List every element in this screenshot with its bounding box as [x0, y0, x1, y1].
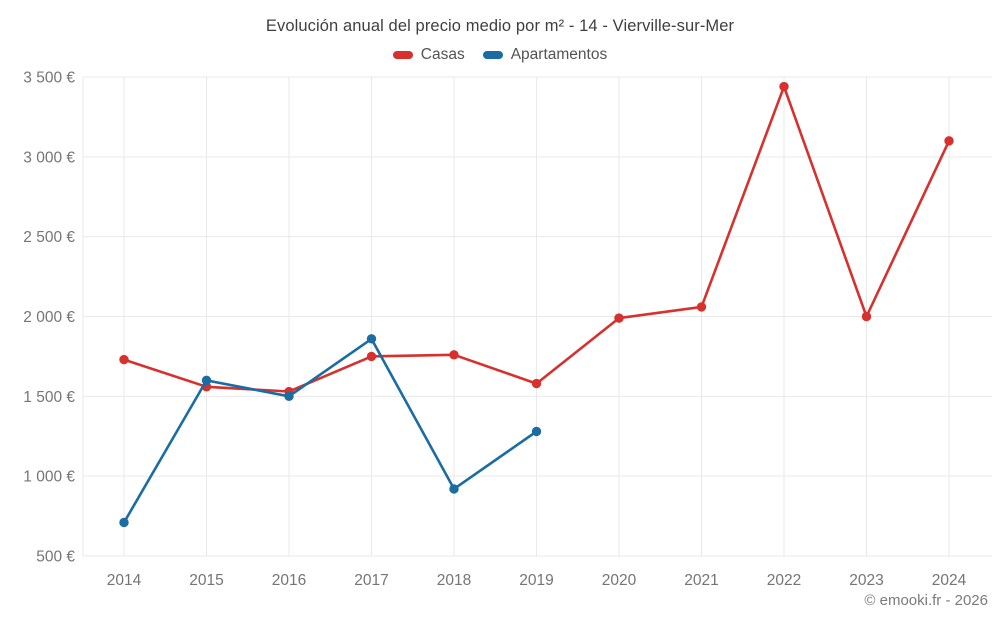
y-tick-label: 1 500 €: [23, 389, 75, 406]
y-tick-label: 2 000 €: [23, 309, 75, 326]
data-point-casas-2021[interactable]: [696, 302, 707, 312]
y-tick-label: 2 500 €: [23, 229, 75, 246]
x-tick-label: 2019: [519, 572, 553, 589]
x-tick-label: 2017: [354, 572, 388, 589]
legend-label-casas: Casas: [420, 46, 465, 63]
data-point-casas-2023[interactable]: [861, 311, 872, 322]
data-point-apartamentos-2018[interactable]: [449, 484, 459, 494]
data-point-apartamentos-2019[interactable]: [531, 426, 542, 437]
legend-label-apartamentos: Apartamentos: [510, 46, 608, 63]
legend-swatch-casas-icon: [392, 51, 413, 59]
series-line-apartamentos: [122, 337, 538, 524]
chart-legend: Casas Apartamentos: [0, 46, 1000, 64]
legend-item-casas[interactable]: Casas: [392, 46, 465, 64]
x-tick-label: 2022: [767, 572, 801, 589]
copyright-text: © emooki.fr - 2026: [864, 592, 988, 609]
y-tick-label: 3 000 €: [23, 149, 75, 166]
y-tick-label: 3 500 €: [23, 70, 75, 87]
data-point-apartamentos-2016[interactable]: [284, 391, 294, 402]
x-tick-label: 2016: [272, 572, 306, 589]
data-point-casas-2022[interactable]: [779, 81, 789, 92]
data-point-apartamentos-2017[interactable]: [366, 334, 377, 344]
data-point-casas-2018[interactable]: [449, 350, 459, 360]
x-tick-label: 2024: [932, 572, 967, 589]
x-tick-label: 2020: [602, 572, 637, 589]
y-tick-label: 500 €: [36, 549, 75, 566]
legend-swatch-apartamentos-icon: [482, 51, 503, 59]
data-point-casas-2017[interactable]: [366, 351, 377, 362]
data-point-apartamentos-2014[interactable]: [119, 517, 129, 528]
data-point-casas-2024[interactable]: [944, 136, 954, 146]
data-point-apartamentos-2015[interactable]: [201, 375, 212, 386]
data-point-casas-2014[interactable]: [119, 354, 129, 365]
chart-title: Evolución anual del precio medio por m² …: [265, 17, 735, 35]
x-tick-label: 2023: [849, 572, 883, 589]
data-point-casas-2019[interactable]: [531, 378, 542, 389]
y-tick-label: 1 000 €: [23, 469, 75, 486]
x-tick-label: 2021: [684, 572, 718, 589]
x-tick-label: 2018: [437, 572, 471, 589]
data-point-casas-2020[interactable]: [614, 313, 624, 323]
x-tick-label: 2015: [189, 572, 223, 589]
legend-item-apartamentos[interactable]: Apartamentos: [482, 46, 608, 64]
x-tick-label: 2014: [107, 572, 142, 589]
